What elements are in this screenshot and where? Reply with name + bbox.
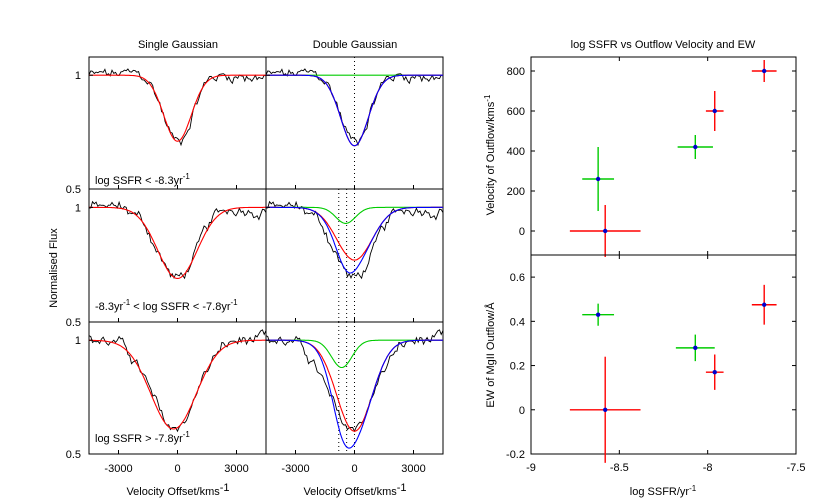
data-point <box>603 228 608 234</box>
data-point <box>762 302 767 307</box>
row2-label: -8.3yr-1 < log SSFR < -7.8yr-1 <box>95 298 238 313</box>
data-point <box>595 176 601 182</box>
total-fit-line <box>266 74 443 147</box>
x-tick-label: 3000 <box>401 463 425 475</box>
y-tick-label: 800 <box>507 66 525 78</box>
y-tick-label: 0 <box>519 226 525 238</box>
y-tick-label: 0 <box>519 405 525 417</box>
observed-spectrum-line <box>265 329 444 433</box>
ew-panel-frame <box>530 254 797 455</box>
y-tick-label: 0.6 <box>510 272 525 284</box>
y-tick-label: 1 <box>75 202 81 214</box>
data-point <box>693 345 698 351</box>
narrow-component-line <box>266 339 443 369</box>
x-tick-label: -9 <box>526 462 536 474</box>
y-tick-label: 0.5 <box>66 449 81 461</box>
x-tick-label: -7.5 <box>787 462 806 474</box>
y-tick-label: -0.2 <box>506 449 525 461</box>
y-tick-label: 400 <box>507 146 525 158</box>
broad-component-line <box>266 339 443 432</box>
x-tick-label: -3000 <box>104 463 132 475</box>
scatter-title: log SSFR vs Outflow Velocity and EW <box>571 39 756 51</box>
scatter-panels: 0 200 400 600 800 -0.2 0 0.2 0.4 0.6 -9 -8.5 -8 -7.5 <box>506 56 806 474</box>
observed-spectrum-line <box>265 200 444 280</box>
total-fit-line <box>266 206 443 274</box>
data-point <box>603 407 608 412</box>
y-tick-label: 200 <box>507 186 525 198</box>
data-point <box>595 312 601 317</box>
spectrum-panel-frame <box>88 56 267 190</box>
x-tick-label: -8.5 <box>610 462 629 474</box>
x-tick-label: 3000 <box>224 463 248 475</box>
single-gaussian-fit-line <box>89 206 266 279</box>
observed-spectrum-line <box>88 68 267 147</box>
observed-spectrum-line <box>88 329 267 433</box>
data-point <box>762 68 767 74</box>
scatter-xlabel: log SSFR/yr-1 <box>630 484 697 498</box>
spectra-ylabel: Normalised Flux <box>48 228 60 308</box>
spectra-panels: 1 0.5 1 0.5 1 0.5 -3000 0 3000 -3000 0 3000 <box>66 56 444 475</box>
velocity-ylabel: Velocity of Outflow/kms-1 <box>483 94 497 215</box>
column-title-double: Double Gaussian <box>313 39 397 51</box>
row3-label: log SSFR > -7.8yr-1 <box>95 430 190 445</box>
column-title-single: Single Gaussian <box>138 39 218 51</box>
spectra-xlabel-left: Velocity Offset/kms-1 <box>126 482 229 498</box>
velocity-panel-frame <box>530 56 797 256</box>
y-tick-label: 0.4 <box>510 316 525 328</box>
y-tick-label: 1 <box>75 70 81 82</box>
ew-ylabel: EW of MgII Outflow/Å <box>484 302 497 408</box>
y-tick-label: 0.2 <box>510 361 525 373</box>
x-tick-label: 0 <box>174 463 180 475</box>
x-tick-label: -3000 <box>281 463 309 475</box>
row1-label: log SSFR < -8.3yr-1 <box>95 172 190 187</box>
data-point <box>712 108 717 114</box>
x-tick-label: 0 <box>351 463 357 475</box>
single-gaussian-fit-line <box>89 339 266 430</box>
y-tick-label: 1 <box>75 335 81 347</box>
y-tick-label: 600 <box>507 106 525 118</box>
spectra-xlabel-right: Velocity Offset/kms-1 <box>303 482 406 498</box>
y-tick-label: 0.5 <box>66 184 81 196</box>
data-point <box>693 144 698 150</box>
x-tick-label: -8 <box>703 462 713 474</box>
single-gaussian-fit-line <box>89 74 266 142</box>
total-fit-line <box>266 339 443 449</box>
observed-spectrum-line <box>88 200 267 280</box>
data-point <box>712 369 717 375</box>
y-tick-label: 0.5 <box>66 317 81 329</box>
